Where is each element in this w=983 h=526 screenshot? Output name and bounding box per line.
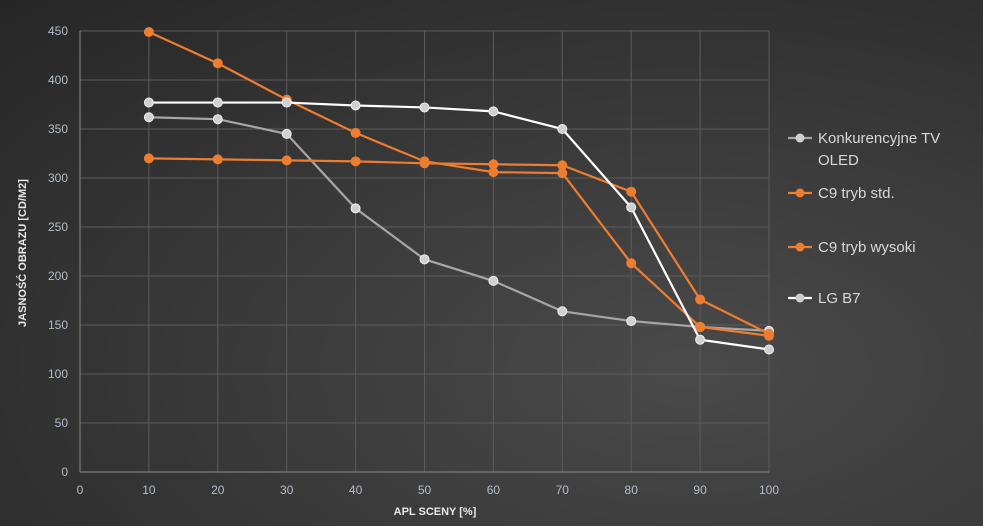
- data-point: [350, 203, 361, 214]
- data-point: [557, 306, 568, 317]
- x-tick-label: 90: [693, 483, 707, 497]
- x-tick-label: 70: [556, 483, 570, 497]
- x-axis-ticks: 0 10 20 30 40 50 60 70 80 90 100: [77, 483, 780, 497]
- data-point: [488, 275, 499, 286]
- legend-swatch-marker: [795, 293, 805, 303]
- series-line: [148, 101, 770, 351]
- y-axis-ticks: 0 50 100 150 200 250 300 350 400 450: [48, 24, 68, 479]
- x-tick-label: 20: [211, 483, 225, 497]
- legend-label: C9 tryb std.: [818, 185, 895, 202]
- x-tick-label: 100: [759, 483, 779, 497]
- legend-label: C9 tryb wysoki: [818, 239, 916, 256]
- data-point: [143, 97, 154, 108]
- data-point: [212, 114, 223, 125]
- data-point: [419, 102, 430, 113]
- x-tick-label: 40: [349, 483, 363, 497]
- y-tick-label: 350: [48, 122, 68, 136]
- series-c9-tryb-wysoki: [143, 26, 774, 341]
- data-point: [419, 156, 430, 167]
- y-axis-title: JASNOŚĆ OBRAZU [CD/M2]: [16, 179, 29, 327]
- data-point: [143, 26, 154, 37]
- data-point: [695, 321, 706, 332]
- gridlines: [80, 30, 770, 472]
- series-line: [148, 30, 770, 337]
- data-point: [626, 186, 637, 197]
- y-tick-label: 450: [48, 24, 68, 38]
- x-axis-title: APL SCENY [%]: [394, 506, 477, 518]
- data-point: [281, 128, 292, 139]
- data-point: [281, 155, 292, 166]
- x-tick-label: 50: [418, 483, 432, 497]
- data-point: [143, 153, 154, 164]
- legend-item: LG B7: [788, 290, 861, 307]
- data-point: [212, 97, 223, 108]
- legend-swatch-marker: [795, 133, 805, 143]
- y-tick-label: 300: [48, 171, 68, 185]
- data-point: [212, 58, 223, 69]
- series-line: [148, 116, 770, 332]
- x-tick-label: 60: [487, 483, 501, 497]
- x-tick-label: 10: [142, 483, 156, 497]
- legend: Konkurencyjne TV OLED C9 tryb std. C9 tryb …: [788, 130, 940, 307]
- data-point: [488, 167, 499, 178]
- legend-item: Konkurencyjne TV OLED: [788, 130, 940, 169]
- legend-label: LG B7: [818, 290, 861, 307]
- data-point: [350, 100, 361, 111]
- data-point: [143, 112, 154, 123]
- series-lg-b7: [143, 97, 774, 355]
- data-point: [695, 294, 706, 305]
- data-point: [626, 258, 637, 269]
- legend-item: C9 tryb std.: [788, 185, 895, 202]
- legend-label: OLED: [818, 152, 859, 169]
- data-point: [557, 124, 568, 134]
- data-point: [350, 127, 361, 138]
- data-point: [350, 156, 361, 167]
- y-tick-label: 100: [48, 367, 68, 381]
- data-point: [626, 202, 637, 213]
- legend-swatch-marker: [795, 188, 805, 198]
- y-tick-label: 400: [48, 73, 68, 87]
- y-tick-label: 250: [48, 220, 68, 234]
- x-tick-label: 0: [77, 483, 84, 497]
- x-tick-label: 80: [625, 483, 639, 497]
- y-tick-label: 200: [48, 269, 68, 283]
- legend-swatch-marker: [795, 242, 805, 252]
- series-group: [143, 26, 774, 355]
- y-tick-label: 150: [48, 318, 68, 332]
- y-tick-label: 0: [61, 465, 68, 479]
- data-point: [764, 330, 774, 341]
- legend-label: Konkurencyjne TV: [818, 130, 940, 147]
- series-konkurencyjne-tv-oled: [143, 112, 774, 336]
- data-point: [764, 344, 774, 355]
- legend-item: C9 tryb wysoki: [788, 239, 916, 256]
- x-tick-label: 30: [280, 483, 294, 497]
- data-point: [419, 254, 430, 265]
- data-point: [695, 334, 706, 345]
- data-point: [557, 168, 568, 179]
- data-point: [212, 154, 223, 165]
- series-c9-tryb-std-: [143, 153, 774, 339]
- data-point: [281, 97, 292, 108]
- series-line: [148, 157, 770, 335]
- data-point: [488, 106, 499, 117]
- data-point: [626, 316, 637, 327]
- y-tick-label: 50: [55, 416, 69, 430]
